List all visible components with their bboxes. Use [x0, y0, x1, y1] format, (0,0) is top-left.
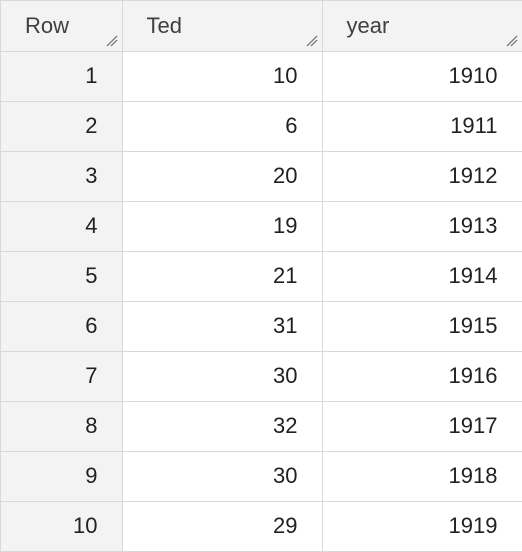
- row-number-cell: 5: [1, 251, 123, 302]
- year-cell[interactable]: 1915: [322, 301, 522, 352]
- header-row: Row Ted year: [1, 1, 522, 52]
- ted-cell[interactable]: 29: [122, 501, 323, 552]
- row-number-cell: 4: [1, 201, 123, 252]
- column-header-row[interactable]: Row: [1, 1, 123, 52]
- row-number-cell: 10: [1, 501, 123, 552]
- ted-cell[interactable]: 21: [122, 251, 323, 302]
- row-number-cell: 8: [1, 401, 123, 452]
- year-cell[interactable]: 1913: [322, 201, 522, 252]
- row-number-cell: 9: [1, 451, 123, 502]
- ted-cell[interactable]: 32: [122, 401, 323, 452]
- table-row: 4 19 1913: [1, 201, 522, 252]
- year-cell[interactable]: 1919: [322, 501, 522, 552]
- ted-cell[interactable]: 31: [122, 301, 323, 352]
- table-row: 3 20 1912: [1, 151, 522, 202]
- row-number-cell: 6: [1, 301, 123, 352]
- year-cell[interactable]: 1918: [322, 451, 522, 502]
- ted-cell[interactable]: 30: [122, 451, 323, 502]
- column-header-year-label: year: [346, 12, 390, 38]
- year-cell[interactable]: 1914: [322, 251, 522, 302]
- year-cell[interactable]: 1917: [322, 401, 522, 452]
- ted-cell[interactable]: 6: [122, 101, 323, 152]
- resize-handle-icon[interactable]: [306, 35, 318, 47]
- ted-cell[interactable]: 19: [122, 201, 323, 252]
- table-row: 2 6 1911: [1, 101, 522, 152]
- year-cell[interactable]: 1910: [322, 51, 522, 102]
- year-cell[interactable]: 1916: [322, 351, 522, 402]
- column-header-row-label: Row: [25, 12, 70, 38]
- row-number-cell: 1: [1, 51, 123, 102]
- resize-handle-icon[interactable]: [506, 35, 518, 47]
- table-row: 8 32 1917: [1, 401, 522, 452]
- column-header-ted[interactable]: Ted: [122, 1, 323, 52]
- table-row: 10 29 1919: [1, 501, 522, 552]
- row-number-cell: 7: [1, 351, 123, 402]
- year-cell[interactable]: 1911: [322, 101, 522, 152]
- column-header-year[interactable]: year: [322, 1, 522, 52]
- column-header-ted-label: Ted: [146, 12, 182, 38]
- table-row: 1 10 1910: [1, 51, 522, 102]
- table-row: 9 30 1918: [1, 451, 522, 502]
- row-number-cell: 2: [1, 101, 123, 152]
- ted-cell[interactable]: 30: [122, 351, 323, 402]
- table-row: 7 30 1916: [1, 351, 522, 402]
- table-row: 5 21 1914: [1, 251, 522, 302]
- row-number-cell: 3: [1, 151, 123, 202]
- resize-handle-icon[interactable]: [106, 35, 118, 47]
- ted-cell[interactable]: 20: [122, 151, 323, 202]
- year-cell[interactable]: 1912: [322, 151, 522, 202]
- ted-cell[interactable]: 10: [122, 51, 323, 102]
- table-row: 6 31 1915: [1, 301, 522, 352]
